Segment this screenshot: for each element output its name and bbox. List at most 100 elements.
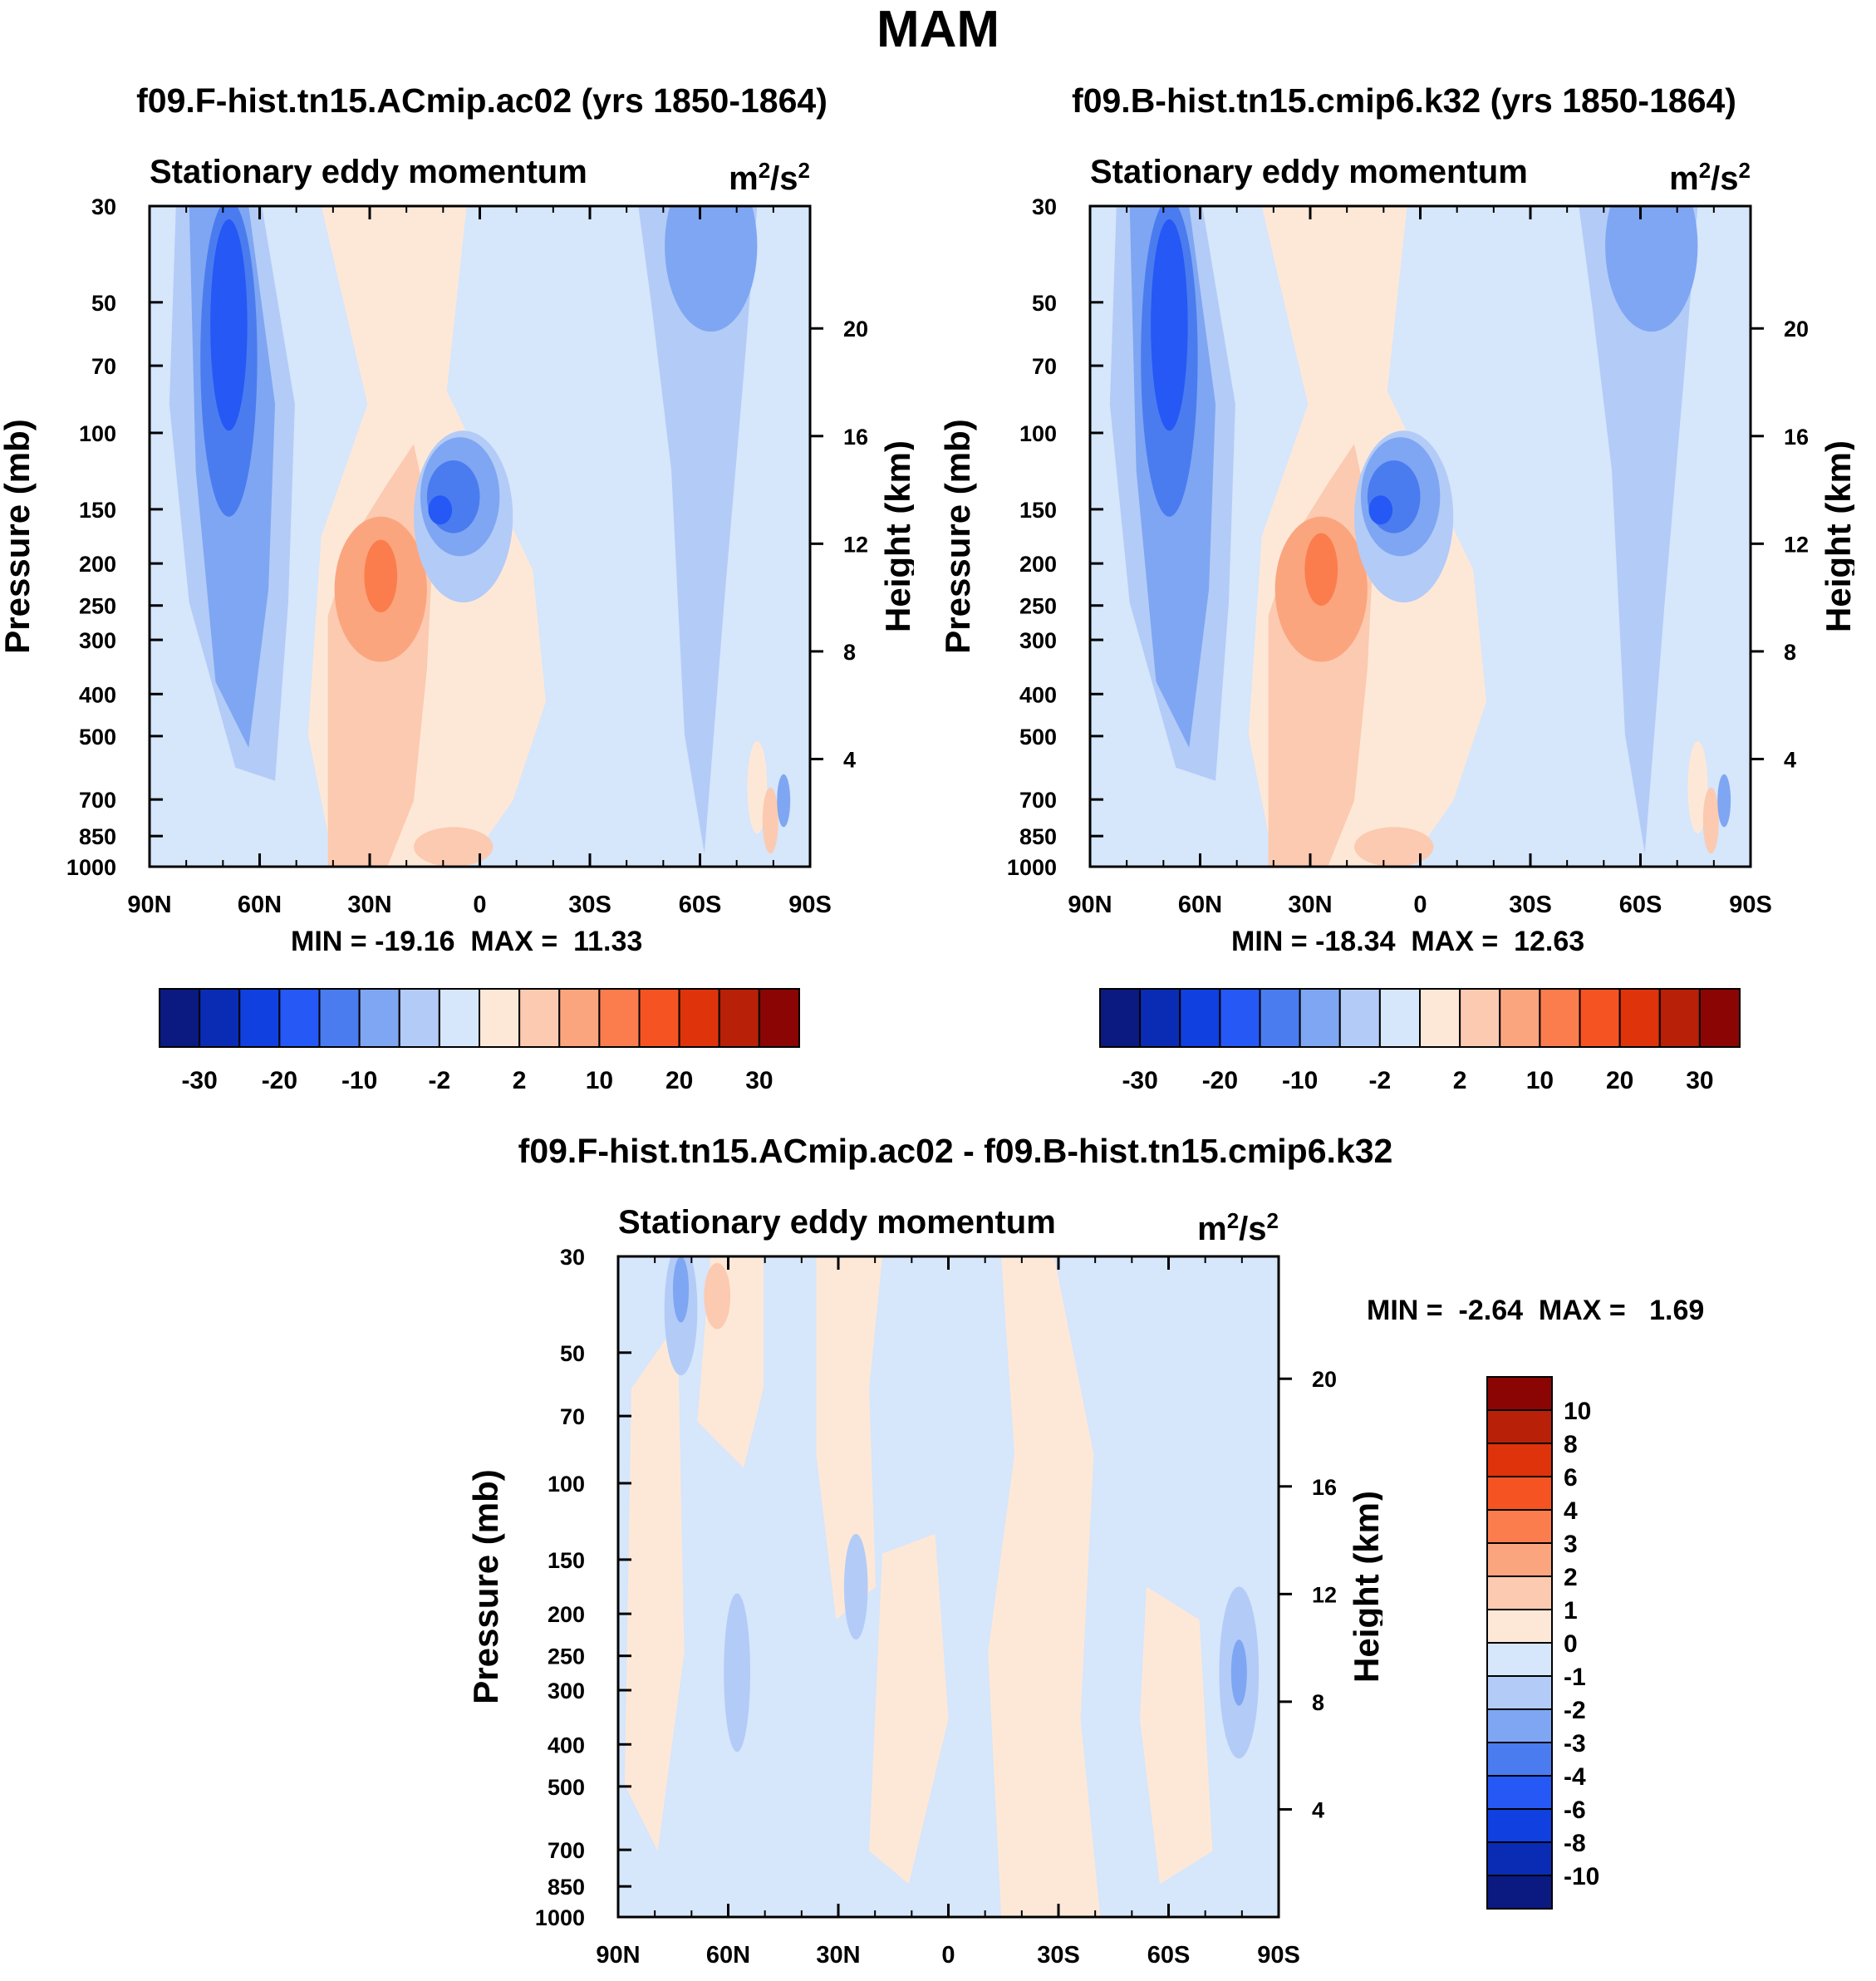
units-label: m2/s2 — [1669, 158, 1751, 197]
x-tick-label: 0 — [941, 1942, 955, 1969]
contour-region — [1605, 206, 1698, 332]
colorbar-swatch — [1419, 988, 1461, 1048]
colorbar-swatch — [1338, 988, 1381, 1048]
y-tick-label: 50 — [91, 291, 116, 316]
colorbar-label: -2 — [1564, 1697, 1586, 1724]
colorbar-label: -30 — [181, 1067, 217, 1094]
colorbar-swatch — [1459, 988, 1501, 1048]
contour-region — [364, 539, 398, 612]
y-tick-label: 100 — [1019, 421, 1057, 446]
colorbar-label: -3 — [1564, 1730, 1586, 1757]
x-tick-label: 0 — [473, 892, 486, 918]
y-tick-label: 850 — [79, 824, 116, 849]
panel-b-minmax: MIN = -18.34 MAX = 12.63 — [1231, 926, 1585, 957]
colorbar-label: 30 — [1686, 1067, 1713, 1094]
contour-region — [638, 206, 758, 854]
contour-region — [777, 774, 791, 828]
colorbar-swatch — [1486, 1443, 1553, 1477]
x-tick-label: 90N — [1068, 892, 1112, 918]
y-tick-label: 30 — [91, 194, 116, 219]
colorbar-label: -4 — [1564, 1763, 1586, 1791]
colorbar-label: -8 — [1564, 1830, 1586, 1857]
contour-field — [150, 206, 810, 867]
y-tick-label: 700 — [79, 788, 116, 813]
colorbar-label: 2 — [513, 1067, 527, 1094]
colorbar-swatch — [358, 988, 400, 1048]
contour-region — [1304, 533, 1338, 606]
colorbar-swatch — [598, 988, 641, 1048]
y-right-tick-label: 12 — [843, 532, 868, 557]
y-right-tick-label: 20 — [1312, 1367, 1337, 1392]
y-tick-label: 100 — [79, 421, 116, 446]
x-tick-label: 60S — [1147, 1942, 1191, 1969]
y-tick-label: 850 — [548, 1875, 585, 1900]
x-tick-label: 90S — [1257, 1942, 1300, 1969]
y-tick-label: 400 — [1019, 682, 1057, 707]
y-axis-title: Pressure (mb) — [0, 419, 37, 653]
contour-region — [1687, 740, 1708, 834]
x-tick-label: 30N — [816, 1942, 860, 1969]
colorbar-swatch — [1486, 1409, 1553, 1444]
colorbar-swatch — [1486, 1875, 1553, 1910]
contour-region — [414, 827, 494, 867]
contour-region — [1702, 787, 1719, 854]
contour-region — [1354, 827, 1434, 867]
colorbar-label: -20 — [262, 1067, 297, 1094]
contour-region — [843, 1533, 868, 1640]
colorbar-label: 30 — [745, 1067, 773, 1094]
colorbar-swatch — [1179, 988, 1221, 1048]
y-tick-label: 150 — [548, 1548, 585, 1573]
colorbar-label: 10 — [1564, 1398, 1591, 1425]
y-right-tick-label: 8 — [1312, 1690, 1324, 1715]
plot-subtitle: Stationary eddy momentum — [1090, 154, 1528, 190]
contour-region — [1151, 219, 1188, 431]
y-tick-label: 250 — [1019, 594, 1057, 619]
contour-region — [747, 740, 768, 834]
y-right-tick-label: 4 — [1784, 747, 1796, 772]
colorbar-swatch — [1486, 1742, 1553, 1777]
colorbar-swatch — [1486, 1808, 1553, 1843]
colorbar-swatch — [159, 988, 201, 1048]
colorbar-swatch — [1486, 1609, 1553, 1644]
y-right-tick-label: 8 — [1784, 640, 1796, 665]
y-tick-label: 500 — [1019, 725, 1057, 750]
y-tick-label: 200 — [1019, 552, 1057, 577]
y-tick-label: 50 — [560, 1341, 585, 1366]
contour-field — [618, 1256, 1279, 1917]
colorbar-swatch — [1486, 1575, 1553, 1610]
colorbar-label: 10 — [586, 1067, 613, 1094]
colorbar-swatch — [638, 988, 680, 1048]
colorbar-swatch — [1698, 988, 1741, 1048]
contour-region — [762, 787, 778, 854]
colorbar-label: -10 — [1564, 1863, 1599, 1890]
contour-region — [988, 1256, 1101, 1917]
colorbar-swatch — [238, 988, 281, 1048]
colorbar-swatch — [398, 988, 440, 1048]
colorbar-swatch — [1486, 1642, 1553, 1677]
colorbar-label: 0 — [1564, 1630, 1578, 1658]
y-tick-label: 300 — [548, 1679, 585, 1703]
x-tick-label: 30S — [1509, 892, 1552, 918]
colorbar-swatch — [1259, 988, 1301, 1048]
colorbar-swatch — [199, 988, 241, 1048]
colorbar-label: -10 — [341, 1067, 377, 1094]
panel-a-colorbar: -30 -20 -10 -2 2 10 20 30 — [159, 988, 800, 1094]
colorbar-swatch — [479, 988, 521, 1048]
y-right-tick-label: 8 — [843, 640, 856, 665]
y-tick-label: 70 — [560, 1404, 585, 1429]
contour-region — [816, 1256, 882, 1620]
x-tick-label: 60N — [238, 892, 282, 918]
colorbar-swatch — [1618, 988, 1661, 1048]
y-tick-label: 70 — [1032, 354, 1057, 379]
colorbar-swatch — [1486, 1509, 1553, 1544]
colorbar-swatch — [1486, 1775, 1553, 1810]
y-right-tick-label: 16 — [843, 425, 868, 450]
colorbar-swatch — [1539, 988, 1581, 1048]
y-tick-label: 1000 — [535, 1905, 585, 1930]
colorbar-swatch — [758, 988, 800, 1048]
y-right-axis-title: Height (km) — [878, 440, 914, 632]
y-tick-label: 700 — [1019, 788, 1057, 813]
colorbar-swatch — [1486, 1675, 1553, 1710]
colorbar-swatch — [1658, 988, 1701, 1048]
colorbar-label: -6 — [1564, 1797, 1586, 1824]
